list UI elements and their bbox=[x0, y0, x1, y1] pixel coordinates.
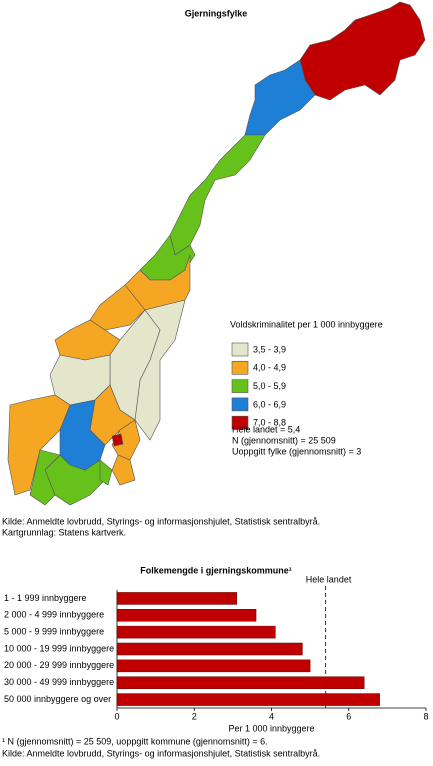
bar bbox=[116, 625, 276, 639]
bar bbox=[116, 642, 303, 656]
bar bbox=[116, 676, 365, 689]
x-tick-label: 0 bbox=[114, 711, 119, 721]
county bbox=[7, 394, 71, 496]
legend-label: 3,5 - 3,9 bbox=[253, 344, 286, 354]
bar-chart: 0 2 4 6 8 1 - 1 999 innbyggere 2 000 - 4 999 i… bbox=[4, 574, 429, 733]
county bbox=[299, 1, 426, 101]
x-tick-label: 4 bbox=[269, 711, 274, 721]
legend-label: 4,0 - 4,9 bbox=[253, 363, 286, 373]
x-axis-label: Per 1 000 innbyggere bbox=[228, 723, 314, 733]
legend-title: Voldskriminalitet per 1 000 innbyggere bbox=[230, 319, 383, 329]
map-note: Hele landet = 5,4 bbox=[232, 424, 300, 434]
x-tick-label: 6 bbox=[346, 711, 351, 721]
y-tick-label: 50 000 innbyggere og over bbox=[4, 694, 111, 704]
legend-swatch bbox=[231, 397, 249, 412]
y-tick-label: 20 000 - 29 999 innbyggere bbox=[4, 660, 114, 670]
source: Kartgrunnlag: Statens kartverk. bbox=[2, 527, 126, 537]
legend-swatch bbox=[231, 415, 249, 430]
y-tick-label: 30 000 - 49 999 innbyggere bbox=[4, 677, 114, 687]
county bbox=[111, 454, 136, 486]
y-tick-label: 1 - 1 999 innbyggere bbox=[4, 593, 87, 603]
map-note: Uoppgitt fylke (gjennomsnitt) = 3 bbox=[232, 446, 361, 456]
county bbox=[169, 134, 266, 256]
bar bbox=[116, 693, 380, 706]
bar bbox=[116, 592, 237, 605]
map-title: Gjerningsfylke bbox=[185, 8, 248, 18]
footnote: ¹ N (gjennomsnitt) = 25 509, uoppgitt ko… bbox=[2, 736, 268, 746]
map-note: N (gjennomsnitt) = 25 509 bbox=[232, 435, 336, 445]
county bbox=[111, 433, 124, 447]
legend-swatch bbox=[231, 379, 249, 393]
bar bbox=[116, 659, 311, 673]
legend-label: 7,0 - 8,8 bbox=[253, 418, 286, 428]
chart-title: Folkemengde i gjerningskommune¹ bbox=[140, 565, 292, 575]
legend-swatch bbox=[231, 342, 249, 357]
source: Kilde: Anmeldte lovbrudd, Styrings- og i… bbox=[2, 516, 320, 526]
map bbox=[7, 1, 426, 506]
reference-label: Hele landet bbox=[306, 574, 352, 584]
y-tick-label: 2 000 - 4 999 innbyggere bbox=[4, 610, 104, 620]
legend: 3,5 - 3,9 4,0 - 4,9 5,0 - 5,9 6,0 - 6,9 7,0 … bbox=[231, 342, 286, 430]
x-tick-label: 2 bbox=[192, 711, 197, 721]
x-tick-label: 8 bbox=[423, 711, 428, 721]
y-tick-label: 10 000 - 19 999 innbyggere bbox=[4, 643, 114, 653]
county bbox=[244, 59, 316, 136]
county bbox=[29, 449, 61, 506]
legend-label: 6,0 - 6,9 bbox=[253, 399, 286, 409]
legend-swatch bbox=[231, 360, 249, 375]
legend-label: 5,0 - 5,9 bbox=[253, 381, 286, 391]
county bbox=[99, 459, 113, 486]
footnote: Kilde: Anmeldte lovbrudd, Styrings- og i… bbox=[2, 748, 320, 758]
bar bbox=[116, 609, 257, 622]
y-tick-label: 5 000 - 9 999 innbyggere bbox=[4, 627, 104, 637]
